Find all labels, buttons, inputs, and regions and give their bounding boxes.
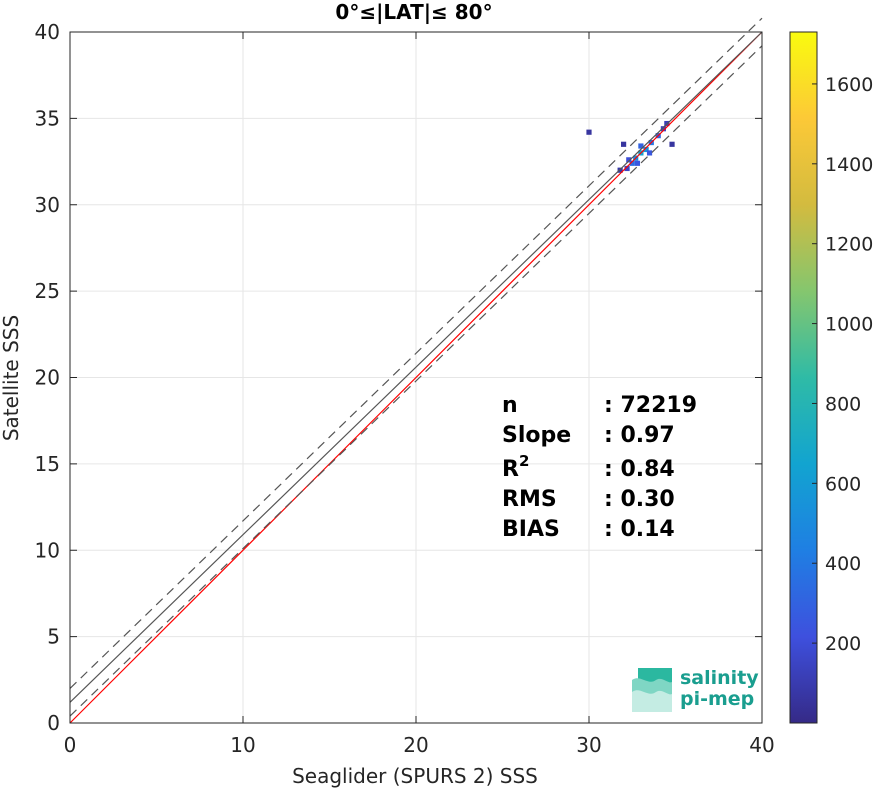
chart-title: 0°≤|LAT|≤ 80° bbox=[335, 0, 492, 24]
y-tick-label: 25 bbox=[35, 279, 60, 303]
colorbar-tick-label: 600 bbox=[825, 473, 861, 495]
colorbar-tick-label: 400 bbox=[825, 553, 861, 575]
colorbar-tick-label: 1400 bbox=[825, 154, 873, 176]
x-tick-label: 40 bbox=[749, 733, 774, 757]
density-cell bbox=[634, 160, 641, 166]
salinity-pi-mep-logo: salinity pi-mep bbox=[632, 667, 759, 712]
y-tick-label: 0 bbox=[47, 711, 60, 735]
logo-line-1: salinity bbox=[680, 667, 759, 689]
stat-label: n bbox=[502, 393, 518, 418]
stat-label: BIAS bbox=[502, 517, 560, 542]
y-axis-label: Satellite SSS bbox=[0, 315, 23, 441]
y-tick-label: 5 bbox=[47, 625, 60, 649]
x-axis-ticks: 0 10 20 30 40 bbox=[64, 32, 775, 757]
y-tick-label: 30 bbox=[35, 193, 60, 217]
density-cell bbox=[660, 126, 666, 132]
logo-wave-icon bbox=[632, 668, 672, 712]
regression-lower-line bbox=[69, 45, 763, 717]
one-to-one-line bbox=[69, 31, 763, 724]
x-tick-label: 0 bbox=[64, 733, 77, 757]
colorbar-tick-label: 800 bbox=[825, 393, 861, 415]
reference-lines bbox=[69, 17, 763, 724]
density-cell bbox=[586, 129, 592, 135]
x-tick-label: 20 bbox=[403, 733, 428, 757]
density-cell bbox=[621, 141, 627, 147]
regression-line bbox=[69, 31, 763, 703]
density-cell bbox=[669, 141, 675, 147]
x-tick-label: 10 bbox=[230, 733, 255, 757]
density-cell bbox=[646, 150, 653, 156]
stat-label: Slope bbox=[502, 423, 571, 448]
stat-value: : 0.30 bbox=[604, 487, 675, 512]
colorbar-tick-label: 1000 bbox=[825, 314, 873, 336]
logo-line-2: pi-mep bbox=[680, 688, 754, 710]
stat-value: : 0.84 bbox=[604, 457, 675, 482]
density-cell bbox=[629, 160, 635, 166]
x-tick-label: 30 bbox=[576, 733, 601, 757]
stat-label: RMS bbox=[502, 487, 557, 512]
density-cell bbox=[624, 165, 630, 172]
y-tick-label: 15 bbox=[35, 452, 60, 476]
stat-value: : 72219 bbox=[604, 393, 697, 418]
y-axis-ticks: 0 5 10 15 20 25 30 35 40 bbox=[35, 20, 762, 735]
colorbar-tick-label: 200 bbox=[825, 633, 861, 655]
stat-value: : 0.97 bbox=[604, 423, 675, 448]
stat-value: : 0.14 bbox=[604, 517, 675, 542]
regression-upper-line bbox=[69, 17, 763, 689]
colorbar-tick-label: 1600 bbox=[825, 74, 873, 96]
y-tick-label: 10 bbox=[35, 538, 60, 562]
colorbar bbox=[789, 31, 818, 724]
density-cell bbox=[643, 146, 649, 153]
colorbar-tick-label: 1200 bbox=[825, 234, 873, 256]
density-cell bbox=[638, 143, 644, 149]
y-tick-label: 20 bbox=[35, 366, 60, 390]
y-tick-label: 35 bbox=[35, 106, 60, 130]
y-tick-label: 40 bbox=[35, 20, 60, 44]
x-axis-label: Seaglider (SPURS 2) SSS bbox=[292, 764, 538, 788]
density-cell bbox=[626, 157, 632, 163]
colorbar-ticks: 200 400 600 800 1000 1200 1400 1600 bbox=[812, 74, 873, 655]
